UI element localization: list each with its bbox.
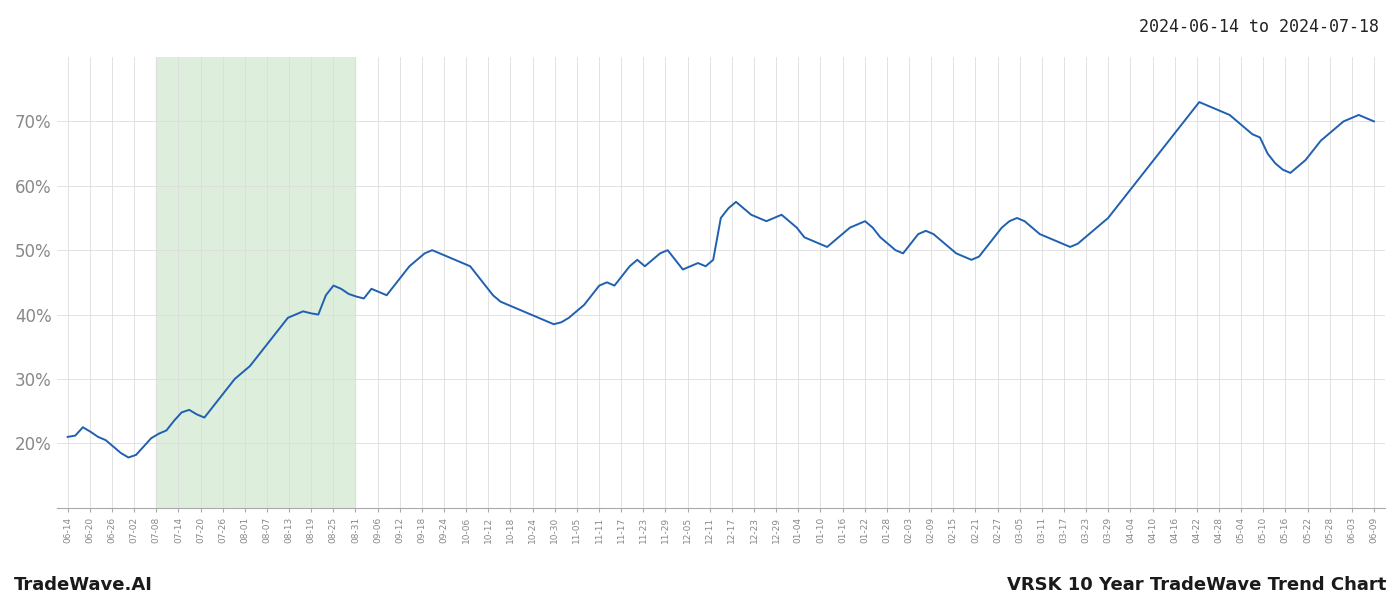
- Text: 2024-06-14 to 2024-07-18: 2024-06-14 to 2024-07-18: [1140, 18, 1379, 36]
- Text: TradeWave.AI: TradeWave.AI: [14, 576, 153, 594]
- Text: VRSK 10 Year TradeWave Trend Chart: VRSK 10 Year TradeWave Trend Chart: [1007, 576, 1386, 594]
- Bar: [157, 57, 356, 508]
